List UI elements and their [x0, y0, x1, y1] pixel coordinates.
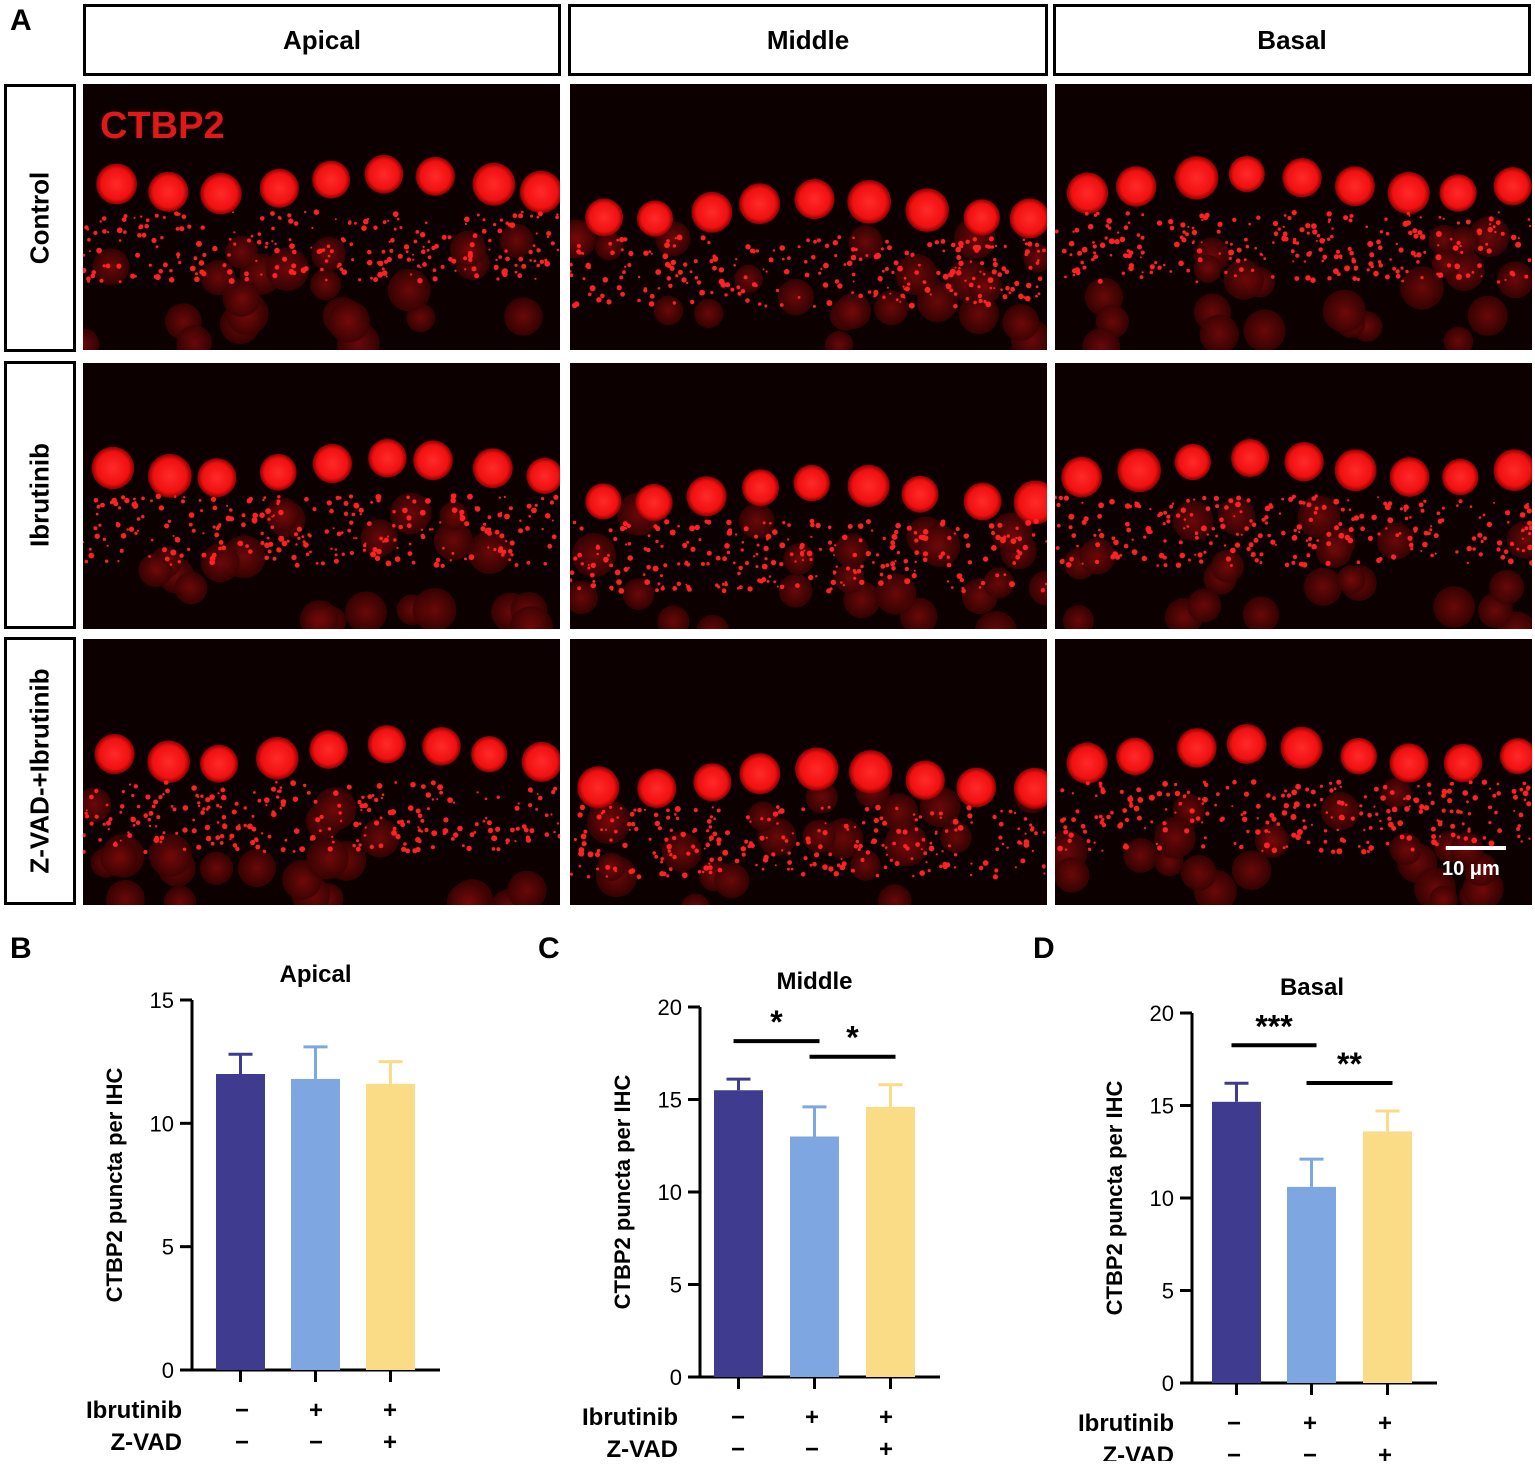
- row-header-zvad-ibrutinib: Z-VAD-+Ibrutinib: [4, 637, 76, 905]
- chart-title: Apical: [279, 961, 351, 988]
- column-header-basal: Basal: [1053, 4, 1531, 76]
- treatment-sign-zvad: −: [731, 1436, 745, 1461]
- y-axis-label: CTBP2 puncta per IHC: [1102, 1081, 1127, 1316]
- y-tick-label: 15: [1150, 1094, 1174, 1119]
- bar-1: [790, 1136, 839, 1377]
- treatment-sign-zvad: −: [1227, 1442, 1241, 1461]
- panel-letter-c: C: [538, 932, 560, 965]
- treatment-label-ibrutinib: Ibrutinib: [1078, 1410, 1174, 1437]
- micrograph-ibrutinib-middle: [570, 363, 1047, 629]
- bar-0: [714, 1090, 763, 1377]
- chart-title: Basal: [1280, 974, 1344, 1001]
- chart-apical: Apical CTBP2 puncta per IHC 0 5 10 15 Ibrutini…: [0, 945, 520, 1466]
- micrograph-zvad-ibrutinib-basal: [1055, 639, 1532, 905]
- micrograph-control-apical: [83, 84, 560, 350]
- y-axis-label: CTBP2 puncta per IHC: [102, 1068, 127, 1303]
- y-tick-label: 10: [1150, 1186, 1174, 1211]
- panel-letter-d: D: [1033, 932, 1055, 965]
- treatment-sign-ibrutinib: +: [383, 1397, 397, 1424]
- treatment-sign-ibrutinib: −: [1227, 1410, 1241, 1437]
- chart-middle: Middle CTBP2 puncta per IHC 0 5 10 15 20 * * Ibru…: [530, 945, 1010, 1466]
- bar-0: [216, 1074, 265, 1370]
- row-header-control: Control: [4, 84, 76, 352]
- y-tick-label: 0: [1162, 1371, 1174, 1396]
- scale-bar-label: 10 μm: [1442, 858, 1500, 880]
- treatment-sign-zvad: +: [1378, 1442, 1392, 1461]
- y-tick-label: 0: [162, 1358, 174, 1383]
- y-tick-label: 10: [150, 1111, 174, 1136]
- bar-2: [866, 1106, 915, 1377]
- scale-bar-line: [1446, 846, 1506, 850]
- row-header-ibrutinib: Ibrutinib: [4, 361, 76, 629]
- chart-title: Middle: [777, 968, 853, 995]
- significance-label: *: [770, 1004, 783, 1040]
- micrograph-ibrutinib-apical: [83, 363, 560, 629]
- micrograph-zvad-ibrutinib-middle: [570, 639, 1047, 905]
- micrograph-ibrutinib-basal: [1055, 363, 1532, 629]
- y-tick-label: 5: [162, 1235, 174, 1260]
- significance-label: ***: [1255, 1008, 1293, 1044]
- treatment-label-zvad: Z-VAD: [1102, 1442, 1174, 1461]
- treatment-sign-zvad: −: [309, 1429, 323, 1456]
- bar-2: [1363, 1131, 1412, 1383]
- micrograph-control-basal: [1055, 84, 1532, 350]
- treatment-label-ibrutinib: Ibrutinib: [86, 1397, 182, 1424]
- treatment-sign-ibrutinib: +: [805, 1404, 819, 1431]
- stain-label: CTBP2: [100, 105, 225, 147]
- treatment-sign-zvad: −: [805, 1436, 819, 1461]
- treatment-sign-ibrutinib: +: [309, 1397, 323, 1424]
- y-tick-label: 15: [150, 988, 174, 1013]
- treatment-label-zvad: Z-VAD: [606, 1436, 678, 1461]
- y-tick-label: 15: [658, 1088, 682, 1113]
- treatment-sign-ibrutinib: +: [1303, 1410, 1317, 1437]
- y-tick-label: 10: [658, 1180, 682, 1205]
- y-tick-label: 20: [1150, 1001, 1174, 1026]
- y-tick-label: 5: [670, 1273, 682, 1298]
- treatment-sign-zvad: +: [879, 1436, 893, 1461]
- bar-2: [366, 1083, 415, 1370]
- treatment-sign-ibrutinib: +: [879, 1404, 893, 1431]
- treatment-sign-zvad: +: [383, 1429, 397, 1456]
- y-axis-label: CTBP2 puncta per IHC: [610, 1075, 635, 1310]
- column-header-apical: Apical: [83, 4, 561, 76]
- bar-1: [1287, 1186, 1336, 1383]
- treatment-sign-ibrutinib: −: [731, 1404, 745, 1431]
- treatment-label-ibrutinib: Ibrutinib: [582, 1404, 678, 1431]
- treatment-sign-ibrutinib: +: [1378, 1410, 1392, 1437]
- treatment-sign-ibrutinib: −: [235, 1397, 249, 1424]
- bar-0: [1212, 1101, 1261, 1383]
- treatment-label-zvad: Z-VAD: [110, 1429, 182, 1456]
- treatment-sign-zvad: −: [235, 1429, 249, 1456]
- column-header-middle: Middle: [568, 4, 1048, 76]
- significance-label: *: [846, 1020, 859, 1056]
- y-tick-label: 20: [658, 995, 682, 1020]
- panel-letter-b: B: [10, 932, 32, 965]
- panel-letter-a: A: [10, 4, 32, 37]
- y-tick-label: 0: [670, 1365, 682, 1390]
- micrograph-control-middle: [570, 84, 1047, 350]
- bar-1: [291, 1078, 340, 1370]
- y-tick-label: 5: [1162, 1279, 1174, 1304]
- treatment-sign-zvad: −: [1303, 1442, 1317, 1461]
- chart-basal: Basal CTBP2 puncta per IHC 0 5 10 15 20 *** ** Ib…: [1020, 945, 1530, 1466]
- micrograph-zvad-ibrutinib-apical: [83, 639, 560, 905]
- significance-label: **: [1337, 1046, 1362, 1082]
